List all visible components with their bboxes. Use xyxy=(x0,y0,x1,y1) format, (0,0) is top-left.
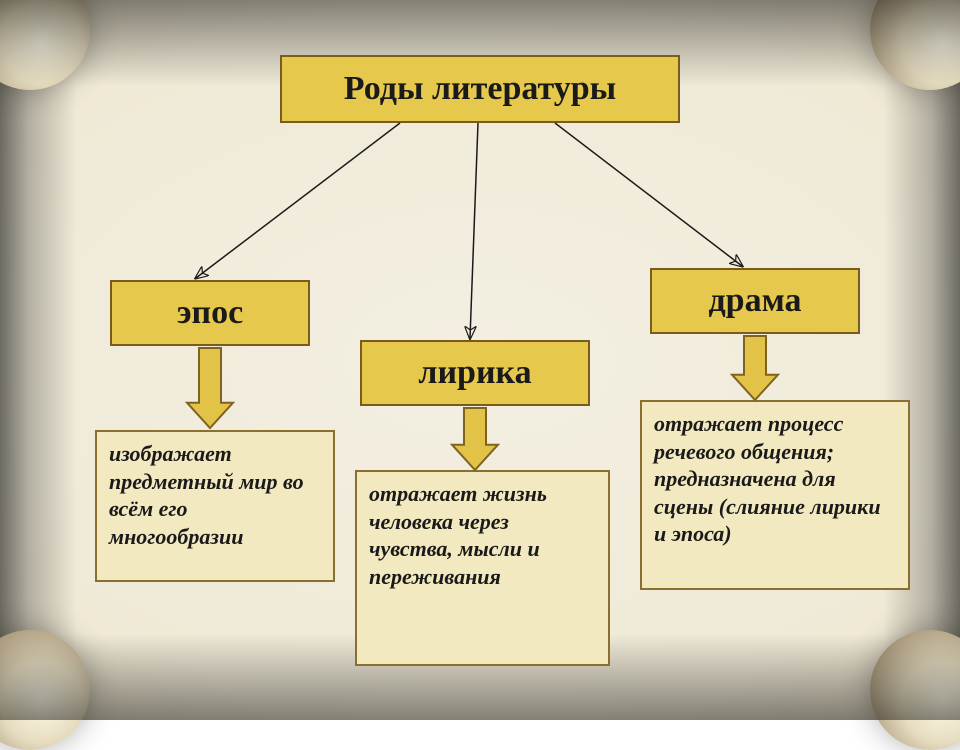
category-drama: драма xyxy=(650,268,860,334)
description-lyric: отражает жизнь человека через чувства, м… xyxy=(355,470,610,666)
block-arrow-epic xyxy=(185,346,235,430)
category-label: эпос xyxy=(177,294,243,332)
parchment-curl xyxy=(870,630,960,750)
block-arrow-drama xyxy=(730,334,780,402)
category-lyric: лирика xyxy=(360,340,590,406)
description-epic: изображает предметный мир во всём его мн… xyxy=(95,430,335,582)
block-arrow-lyric xyxy=(450,406,500,472)
category-label: лирика xyxy=(418,354,531,392)
parchment-curl xyxy=(870,0,960,90)
category-label: драма xyxy=(708,282,801,320)
parchment-curl xyxy=(0,0,90,90)
title-text: Роды литературы xyxy=(344,70,616,108)
description-drama: отражает процесс речевого общения; предн… xyxy=(640,400,910,590)
parchment-curl xyxy=(0,630,90,750)
description-text: изображает предметный мир во всём его мн… xyxy=(109,440,321,550)
title-box: Роды литературы xyxy=(280,55,680,123)
description-text: отражает процесс речевого общения; предн… xyxy=(654,410,896,548)
category-epic: эпос xyxy=(110,280,310,346)
description-text: отражает жизнь человека через чувства, м… xyxy=(369,480,596,590)
